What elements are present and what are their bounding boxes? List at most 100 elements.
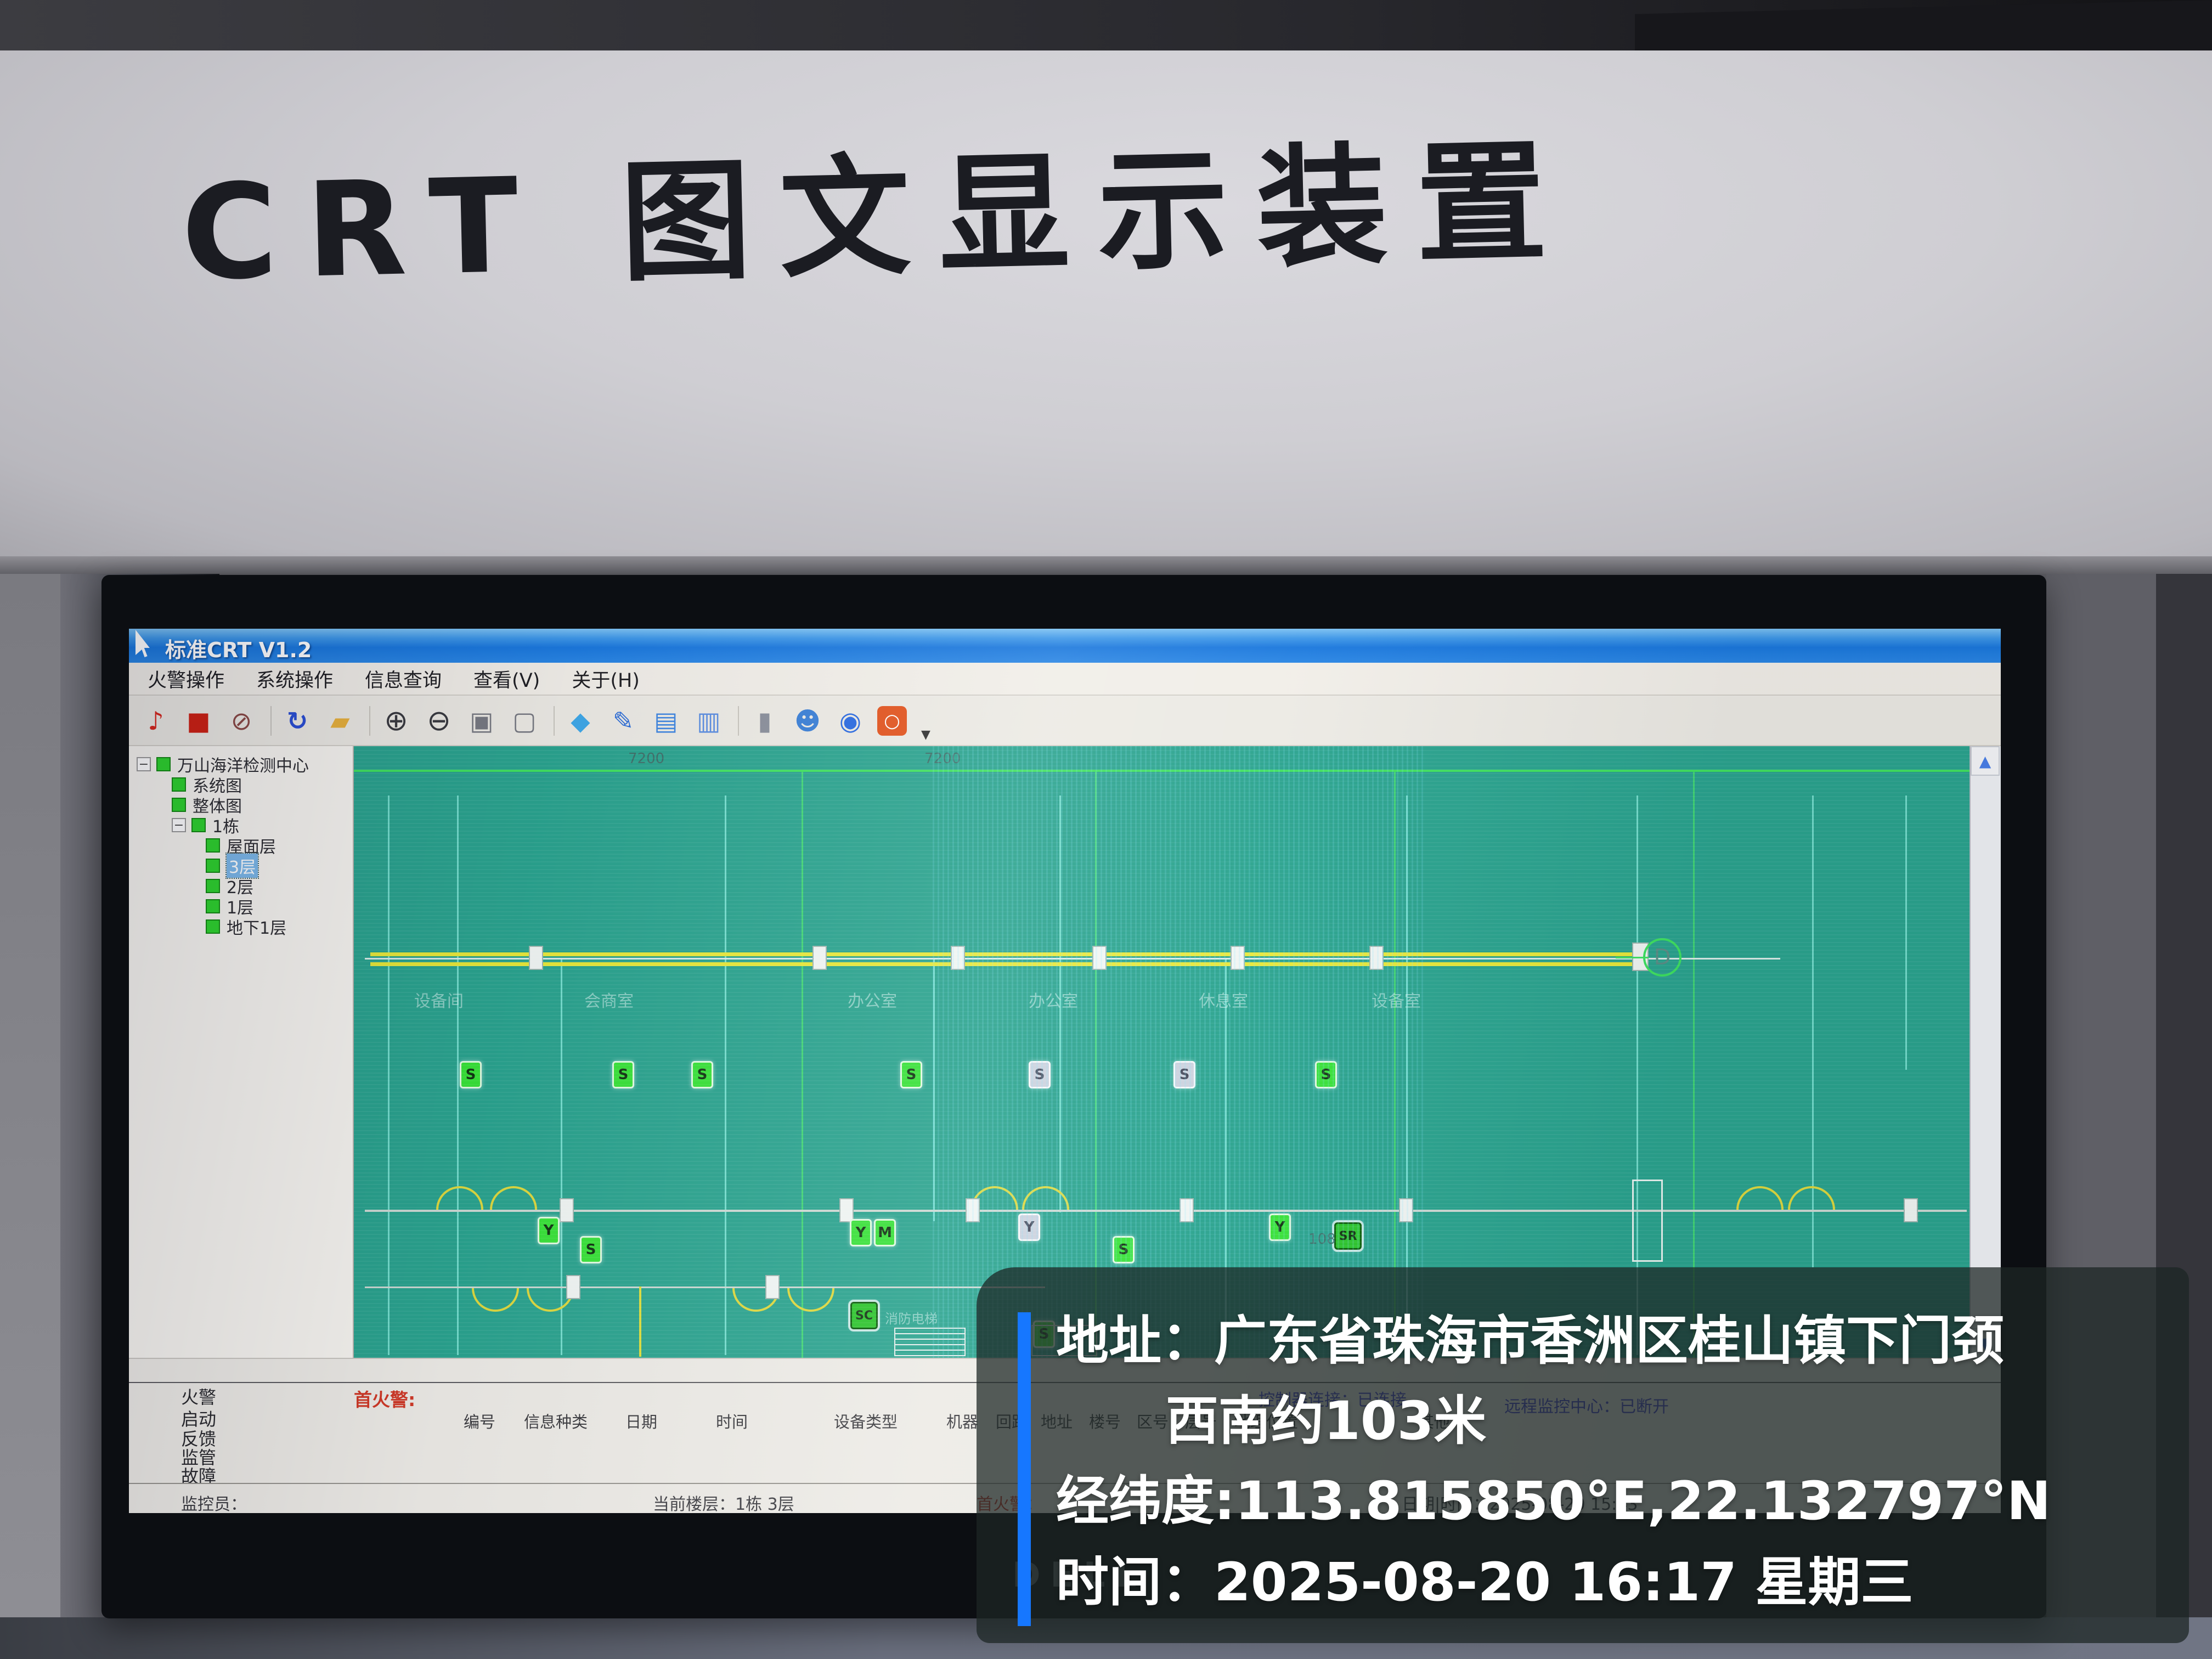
zoom-out-icon[interactable]: ⊖ <box>427 704 451 737</box>
plan-axis-line <box>1616 957 1649 958</box>
zoom-window-icon[interactable]: ▢ <box>512 706 537 736</box>
plan-door-post <box>951 946 965 970</box>
toolbar: ♪ ■ ⊘ ↻ ▰ ⊕ ⊖ ▣ ▢ ◆ ✎ ▤ ▥ ▮ ☻ ◉ ○ <box>129 697 2001 746</box>
tree-item-label-selected: 3层 <box>225 852 259 879</box>
col-header-time: 时间 <box>716 1413 748 1431</box>
elevator-label: 消防电梯 <box>885 1308 938 1327</box>
tree-status-square <box>206 858 220 873</box>
tree-item-basement1[interactable]: 地下1层 <box>129 916 353 938</box>
tree-item-floor1[interactable]: 1层 <box>129 896 353 918</box>
menubar: 火警操作 系统操作 信息查询 查看(V) 关于(H) <box>129 663 2001 696</box>
call-point-icon[interactable]: Y <box>850 1219 872 1246</box>
tree-item-overall-diagram[interactable]: 整体图 <box>129 794 353 816</box>
info-icon[interactable]: ◉ <box>839 706 862 736</box>
col-header-machine: 机器 <box>946 1413 979 1431</box>
floor-plan-canvas[interactable]: 7200 7200 <box>354 746 1970 1358</box>
refresh-icon[interactable]: ↻ <box>286 706 308 736</box>
edit-pen-icon[interactable]: ✎ <box>612 706 634 736</box>
plan-corridor-line <box>639 1286 641 1357</box>
smoke-detector-icon[interactable]: S <box>580 1236 602 1263</box>
call-point-icon-offline[interactable]: Y <box>1018 1214 1040 1241</box>
module-icon[interactable]: M <box>874 1219 896 1246</box>
tree-collapse-icon[interactable]: − <box>172 817 186 832</box>
plan-door-post <box>765 1275 780 1299</box>
smoke-detector-icon[interactable]: S <box>460 1061 482 1088</box>
tree-item-label: 1层 <box>227 898 254 918</box>
call-point-icon[interactable]: Y <box>1269 1214 1291 1241</box>
watermark-address-line2: 西南约103米 <box>1166 1390 1487 1452</box>
tree-item-center[interactable]: − 万山海洋检测中心 <box>129 754 353 776</box>
tree-status-square <box>172 777 186 792</box>
call-point-icon[interactable]: Y <box>538 1217 560 1244</box>
exit-icon[interactable]: ○ <box>877 706 907 736</box>
smoke-detector-icon-offline[interactable]: S <box>1173 1061 1195 1088</box>
user-icon[interactable]: ☻ <box>794 706 821 736</box>
zoom-fit-icon[interactable]: ▣ <box>470 706 494 736</box>
smoke-detector-icon[interactable]: S <box>691 1061 713 1088</box>
reset-icon[interactable]: ⊘ <box>230 706 252 736</box>
window-titlebar[interactable]: 标准CRT V1.2 <box>129 629 2001 663</box>
tree-item-roof-floor[interactable]: 屋面层 <box>129 835 353 857</box>
ink-icon[interactable]: ◆ <box>571 706 590 736</box>
room-label: 办公室 <box>848 988 897 1012</box>
plan-door-post <box>529 946 543 970</box>
tree-item-building1[interactable]: − 1栋 <box>129 815 353 837</box>
sc-device-icon[interactable]: SC <box>848 1300 880 1331</box>
watermark-time: 时间：2025-08-20 16:17 星期三 <box>1056 1551 1914 1613</box>
plan-door-post <box>566 1275 580 1299</box>
plan-wall-line <box>1905 795 1907 1070</box>
tree-status-square <box>191 817 206 832</box>
screen-scanlines <box>354 746 1970 1358</box>
plan-door-post <box>1399 1198 1413 1222</box>
plan-dimension: 7200 <box>924 751 961 767</box>
row-label-fire: 火警 <box>181 1387 217 1408</box>
tree-item-floor3-selected[interactable]: 3层 <box>129 852 353 879</box>
scroll-up-icon[interactable]: ▲ <box>1971 746 2000 776</box>
col-header-date: 日期 <box>625 1413 658 1431</box>
watermark-coordinates: 经纬度:113.815850°E,22.132797°N <box>1056 1470 2051 1532</box>
plan-door-post <box>1092 946 1107 970</box>
toolbar-more-icon[interactable]: ▼ <box>921 728 930 742</box>
menu-fire-ops[interactable]: 火警操作 <box>148 669 225 692</box>
sr-device-icon[interactable]: SR <box>1332 1220 1364 1252</box>
smoke-detector-icon[interactable]: S <box>1315 1061 1337 1088</box>
stop-icon[interactable]: ■ <box>187 706 211 736</box>
plan-grid-line <box>354 770 1970 772</box>
folder-icon[interactable]: ▰ <box>330 706 350 736</box>
plan-wall-line <box>388 795 390 1355</box>
vertical-scrollbar[interactable]: ▲ ▼ <box>1970 746 2001 1358</box>
zoom-in-icon[interactable]: ⊕ <box>384 704 408 737</box>
battery-icon[interactable]: ▮ <box>758 706 772 736</box>
tree-item-label: 万山海洋检测中心 <box>177 756 309 776</box>
smoke-detector-icon[interactable]: S <box>900 1061 922 1088</box>
tree-collapse-icon[interactable]: − <box>137 757 151 771</box>
tree-item-floor2[interactable]: 2层 <box>129 876 353 898</box>
plan-door-post <box>1904 1198 1918 1222</box>
plan-wall-line <box>1812 795 1814 1267</box>
smoke-detector-icon[interactable]: S <box>612 1061 634 1088</box>
menu-info-query[interactable]: 信息查询 <box>365 669 442 692</box>
kiosk-upper-panel: CRT 图文显示装置 <box>0 50 2212 573</box>
menu-about[interactable]: 关于(H) <box>572 669 640 692</box>
col-header-device-type: 设备类型 <box>834 1413 898 1431</box>
tree-item-label: 2层 <box>227 878 254 898</box>
menu-system-ops[interactable]: 系统操作 <box>256 669 334 692</box>
plan-wall-line <box>457 795 459 1355</box>
watermark-accent-bar <box>1018 1312 1031 1626</box>
toolbar-separator <box>369 706 370 736</box>
menu-view[interactable]: 查看(V) <box>473 669 540 692</box>
smoke-detector-icon-offline[interactable]: S <box>1029 1061 1051 1088</box>
display-icon[interactable]: ▤ <box>654 706 678 736</box>
tree-item-system-diagram[interactable]: 系统图 <box>129 774 353 796</box>
plan-grid-line <box>802 772 803 1358</box>
plan-grid-line <box>1693 772 1695 1358</box>
annotate-window-icon[interactable]: ▥ <box>697 706 721 736</box>
plan-dimension: 7200 <box>628 751 664 767</box>
col-header-info-type: 信息种类 <box>524 1413 588 1431</box>
smoke-detector-icon[interactable]: S <box>1113 1236 1135 1263</box>
window-title: 标准CRT V1.2 <box>165 638 312 662</box>
silence-icon[interactable]: ♪ <box>148 706 164 736</box>
plan-corridor-line <box>370 952 1643 956</box>
plan-door-post <box>839 1198 854 1222</box>
